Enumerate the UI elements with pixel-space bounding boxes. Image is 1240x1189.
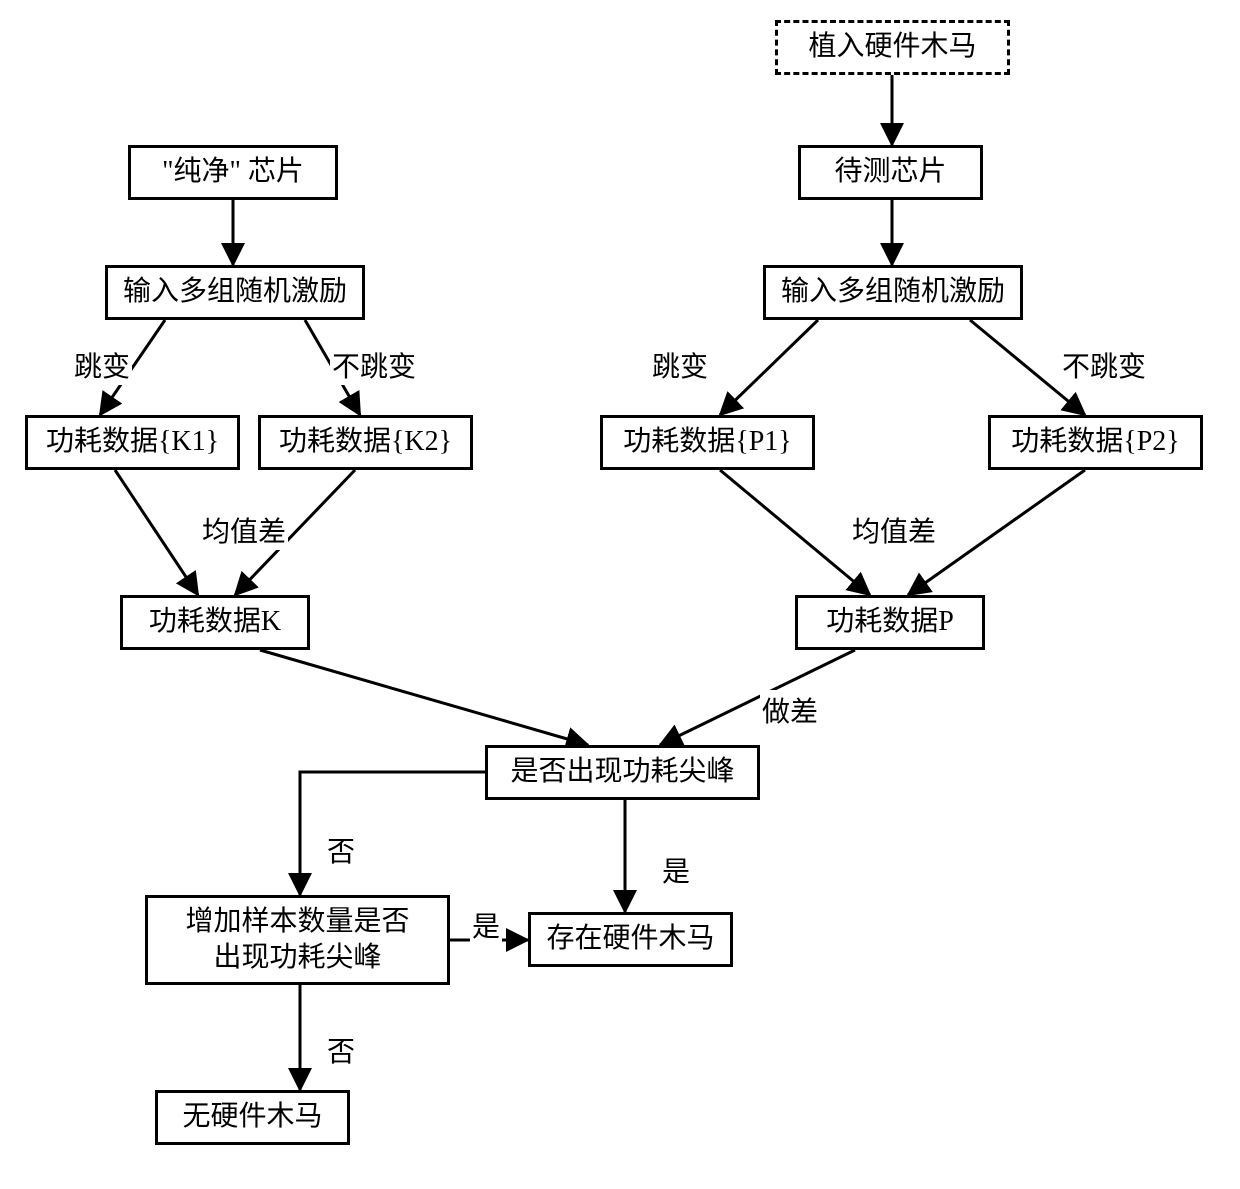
edge-e12 — [260, 650, 588, 745]
edge-e10 — [720, 470, 870, 595]
node-label-k: 功耗数据K — [149, 604, 281, 640]
node-peak: 是否出现功耗尖峰 — [485, 745, 760, 800]
node-label-noTrojan: 无硬件木马 — [182, 1099, 322, 1135]
node-label-k2: 功耗数据{K2} — [279, 424, 452, 460]
edge-label-noJumpL: 不跳变 — [330, 345, 418, 385]
node-label-trojan: 植入硬件木马 — [808, 29, 976, 65]
node-label-pure: "纯净" 芯片 — [162, 154, 304, 190]
node-p: 功耗数据P — [795, 595, 985, 650]
node-stimL: 输入多组随机激励 — [105, 265, 365, 320]
node-more: 增加样本数量是否 出现功耗尖峰 — [145, 895, 450, 985]
node-label-more: 增加样本数量是否 出现功耗尖峰 — [185, 904, 409, 977]
node-label-p2: 功耗数据{P2} — [1011, 424, 1179, 460]
node-k: 功耗数据K — [120, 595, 310, 650]
edge-label-jumpR: 跳变 — [650, 345, 710, 385]
node-pure: "纯净" 芯片 — [128, 145, 338, 200]
edge-label-noJumpR: 不跳变 — [1060, 345, 1148, 385]
node-label-peak: 是否出现功耗尖峰 — [510, 754, 734, 790]
edge-label-jumpL: 跳变 — [72, 345, 132, 385]
node-p1: 功耗数据{P1} — [600, 415, 815, 470]
node-dut: 待测芯片 — [798, 145, 983, 200]
edge-label-yes1: 是 — [660, 850, 692, 890]
node-label-k1: 功耗数据{K1} — [46, 424, 219, 460]
edge-label-diff: 做差 — [760, 690, 820, 730]
edge-label-meanR: 均值差 — [850, 510, 938, 550]
edge-label-yes2: 是 — [470, 905, 502, 945]
node-p2: 功耗数据{P2} — [988, 415, 1203, 470]
node-k2: 功耗数据{K2} — [258, 415, 473, 470]
node-trojan: 植入硬件木马 — [775, 20, 1010, 75]
node-label-stimL: 输入多组随机激励 — [123, 274, 347, 310]
node-k1: 功耗数据{K1} — [25, 415, 240, 470]
node-label-hasTrojan: 存在硬件木马 — [546, 921, 714, 957]
node-noTrojan: 无硬件木马 — [155, 1090, 350, 1145]
edge-label-meanL: 均值差 — [200, 510, 288, 550]
node-label-stimR: 输入多组随机激励 — [781, 274, 1005, 310]
node-label-dut: 待测芯片 — [834, 154, 946, 190]
edge-label-no2: 否 — [325, 1030, 357, 1070]
edge-e13 — [660, 650, 855, 745]
node-hasTrojan: 存在硬件木马 — [528, 912, 733, 967]
edge-label-no1: 否 — [325, 830, 357, 870]
node-stimR: 输入多组随机激励 — [763, 265, 1023, 320]
edge-e6 — [720, 320, 818, 415]
edge-e8 — [115, 470, 198, 595]
node-label-p1: 功耗数据{P1} — [623, 424, 791, 460]
node-label-p: 功耗数据P — [826, 604, 954, 640]
